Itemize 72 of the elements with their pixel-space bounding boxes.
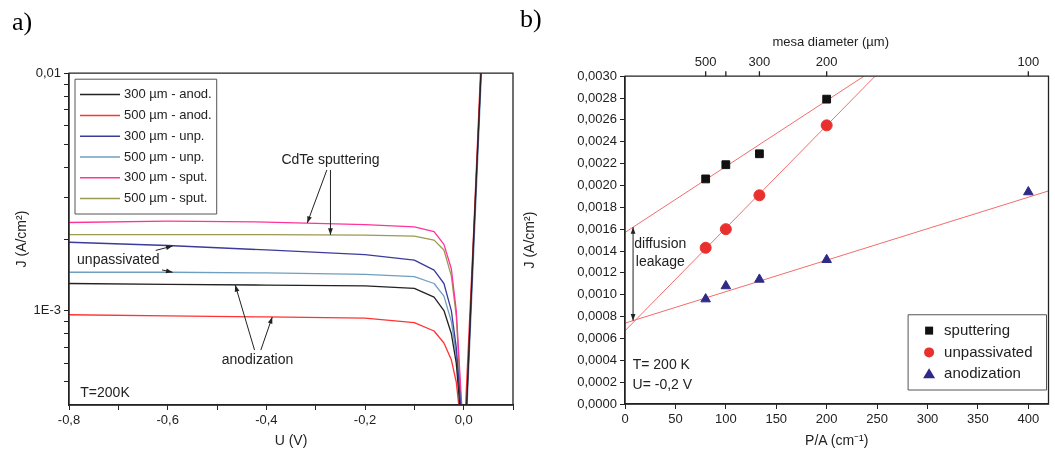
y-tick-label: 0,0004 bbox=[577, 351, 617, 367]
y-tick-label: 0,0014 bbox=[577, 242, 617, 258]
text: 200 bbox=[815, 53, 838, 69]
point bbox=[699, 241, 712, 254]
legend-label: unpassivated bbox=[944, 342, 1033, 360]
x-tick-label: 0,0 bbox=[454, 412, 473, 428]
x-tick-label: 400 bbox=[1017, 411, 1040, 427]
y-tick-label: 0,0002 bbox=[577, 373, 617, 389]
point bbox=[1023, 186, 1034, 196]
x-tick-label: -0,4 bbox=[255, 412, 278, 428]
y-tick-label: 0,0028 bbox=[577, 89, 617, 105]
x-tick-label: -0,2 bbox=[353, 412, 377, 428]
point bbox=[701, 174, 711, 184]
legend-label: 500 µm - sput. bbox=[124, 190, 208, 206]
point bbox=[719, 223, 732, 236]
y-tick-label: 0,0026 bbox=[577, 111, 617, 127]
point bbox=[754, 273, 765, 283]
point bbox=[822, 94, 832, 104]
text: 100 bbox=[1017, 53, 1040, 69]
x-tick-label: -0,6 bbox=[156, 412, 179, 428]
x-tick-label: 300 bbox=[916, 411, 939, 427]
x-axis-title: P/A (cm⁻¹) bbox=[805, 432, 869, 449]
y-tick-label: 0,0024 bbox=[577, 133, 617, 149]
chart-title: b) bbox=[520, 4, 542, 34]
y-axis-title: J (A/cm²) bbox=[13, 210, 30, 268]
y-tick-label: 0,0010 bbox=[577, 286, 617, 302]
point bbox=[753, 189, 766, 202]
point bbox=[721, 160, 731, 170]
point bbox=[755, 149, 764, 159]
x-tick-label: 150 bbox=[765, 411, 788, 427]
y-tick-label: 0,0000 bbox=[577, 395, 617, 411]
y-tick-label: 0,0022 bbox=[577, 155, 617, 171]
annotation: anodization bbox=[221, 350, 294, 367]
legend-label: 500 µm - unp. bbox=[124, 148, 205, 164]
y-tick-label: 0,0020 bbox=[577, 177, 617, 193]
y-tick-label: 0,0012 bbox=[577, 264, 617, 280]
annotation: T=200K bbox=[80, 383, 131, 400]
y-tick-label: 0,0008 bbox=[577, 308, 617, 324]
annotation: T= 200 K bbox=[632, 355, 691, 372]
point bbox=[821, 253, 832, 264]
y-tick-label: 0,0018 bbox=[577, 198, 617, 214]
y-tick-label: 0,0016 bbox=[577, 220, 617, 236]
y-axis-title: J (A/cm²) bbox=[521, 211, 538, 269]
text: mesa diameter (µm) bbox=[772, 33, 889, 49]
x-tick-label: 100 bbox=[714, 411, 737, 427]
y-tick-label: 0,0006 bbox=[577, 330, 617, 346]
legend-label: 300 µm - unp. bbox=[124, 127, 205, 143]
annotation: diffusion leakage bbox=[634, 235, 687, 269]
y-tick-label: 0,0030 bbox=[577, 67, 617, 83]
x-tick-label: 200 bbox=[815, 411, 838, 427]
x-tick-label: 0 bbox=[621, 411, 629, 427]
text: 300 bbox=[748, 53, 771, 69]
x-tick-label: 250 bbox=[866, 411, 888, 427]
annotation: unpassivated bbox=[77, 251, 160, 268]
point bbox=[720, 279, 732, 290]
annotation: U= -0,2 V bbox=[632, 376, 693, 393]
point bbox=[820, 119, 833, 132]
x-tick-label: 50 bbox=[668, 411, 683, 427]
y-tick-label: 0,01 bbox=[35, 64, 61, 80]
legend-label: 500 µm - anod. bbox=[124, 106, 212, 122]
x-tick-label: 350 bbox=[967, 411, 989, 427]
x-tick-label: -0,8 bbox=[57, 412, 81, 428]
x-axis-title: U (V) bbox=[274, 432, 308, 449]
y-tick-label: 1E-3 bbox=[33, 302, 61, 318]
legend-label: 300 µm - sput. bbox=[124, 169, 208, 185]
text: 500 bbox=[694, 53, 717, 69]
point bbox=[700, 293, 711, 303]
legend-label: sputtering bbox=[944, 320, 1010, 338]
annotation: CdTe sputtering bbox=[281, 151, 380, 168]
legend-label: anodization bbox=[944, 364, 1021, 382]
legend-label: 300 µm - anod. bbox=[124, 86, 212, 102]
chart-title: a) bbox=[12, 7, 33, 37]
